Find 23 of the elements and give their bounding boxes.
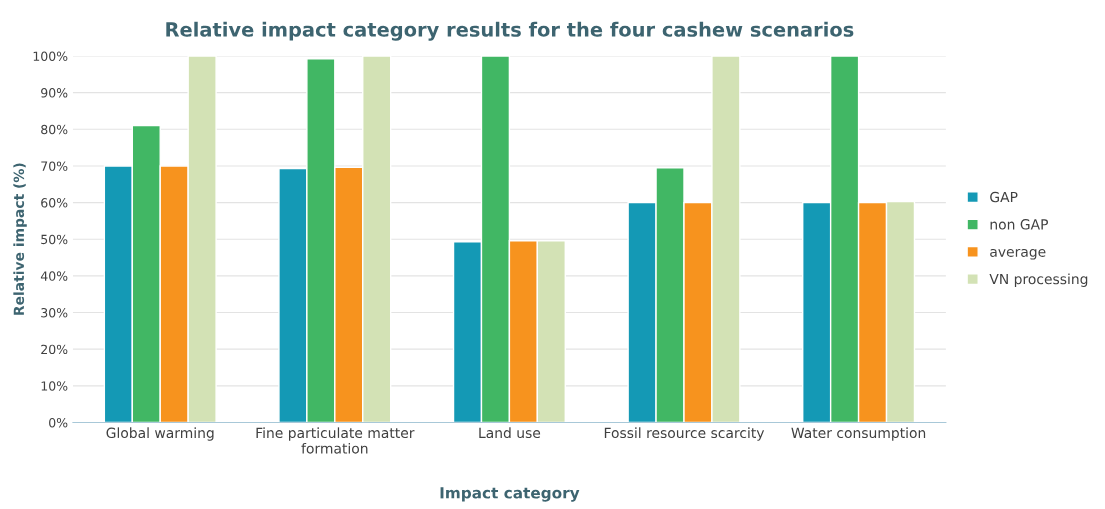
y-axis-title: Relative impact (%) [13, 163, 27, 315]
x-tick-label: Fossil resource scarcity [604, 427, 765, 441]
y-tick-label: 70% [41, 161, 68, 171]
x-tick-label: Water consumption [791, 427, 926, 441]
legend-label: average [990, 248, 1046, 260]
y-tick-label: 20% [41, 344, 68, 355]
y-tick-label: 0% [49, 417, 68, 428]
y-tick-label: 50% [41, 234, 68, 245]
legend-label: GAP [990, 191, 1018, 203]
x-tick-label: Land use [479, 427, 541, 439]
y-tick-label: 10% [41, 381, 68, 391]
x-axis-title: Impact category [440, 487, 580, 502]
y-tick-label: 60% [41, 198, 68, 208]
y-tick-label: 90% [41, 88, 68, 98]
chart-title: Relative impact category results for the four cashew scenarios [166, 21, 854, 41]
y-tick-label: 80% [41, 124, 68, 135]
y-tick-label: 30% [41, 308, 68, 318]
y-tick-label: 40% [40, 271, 68, 281]
legend-label: non GAP [990, 219, 1049, 230]
legend-label: VN processing [989, 273, 1088, 287]
y-tick-label: 100% [33, 51, 68, 61]
x-tick-label: Global warming [106, 427, 214, 441]
x-tick-label: Fine particulate matter formation [256, 427, 415, 454]
